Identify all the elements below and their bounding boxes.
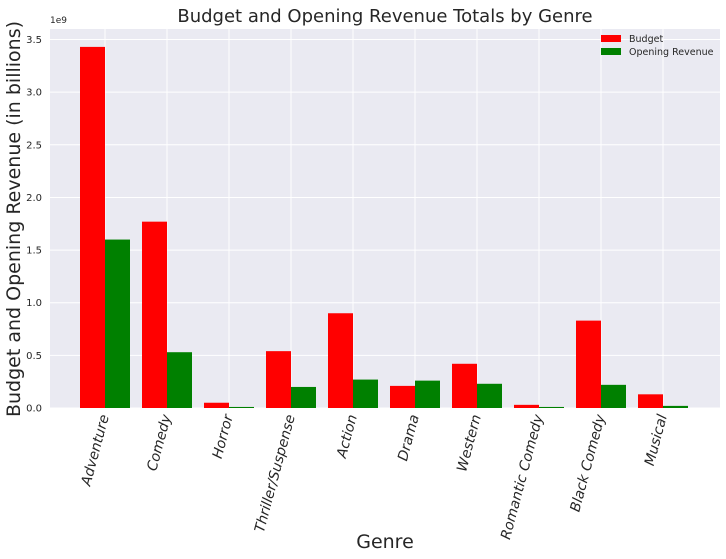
bar-budget	[266, 351, 291, 408]
legend-swatch-budget	[601, 35, 621, 42]
legend: Budget Opening Revenue	[601, 34, 714, 58]
y-tick-label: 2.0	[26, 193, 42, 204]
y-axis-ticks: 0.0 0.5 1.0 1.5 2.0 2.5 3.0 3.5	[26, 35, 42, 414]
bar-opening-revenue	[353, 379, 378, 408]
bar-budget	[514, 404, 539, 408]
legend-label-opening-revenue: Opening Revenue	[629, 47, 714, 58]
x-tick-label: Drama	[395, 413, 423, 463]
y-tick-label: 2.5	[26, 140, 42, 151]
x-tick-label: Action	[334, 413, 361, 461]
x-tick-label: Black Comedy	[568, 412, 610, 514]
legend-swatch-opening-revenue	[601, 48, 621, 55]
x-tick-label: Musical	[642, 413, 671, 468]
bar-opening-revenue	[415, 380, 440, 408]
x-tick-label: Western	[454, 413, 485, 474]
x-tick-label: Adventure	[78, 413, 113, 489]
y-tick-label: 3.0	[26, 88, 42, 99]
x-tick-label: Horror	[210, 412, 237, 461]
y-tick-label: 0.0	[26, 404, 42, 415]
legend-label-budget: Budget	[629, 34, 663, 45]
bar-opening-revenue	[167, 352, 192, 408]
y-offset-label: 1e9	[50, 16, 67, 26]
x-axis-label: Genre	[356, 531, 414, 553]
bar-budget	[390, 385, 415, 408]
y-axis-label: Budget and Opening Revenue (in billions)	[3, 21, 25, 417]
bar-opening-revenue	[539, 406, 564, 408]
x-tick-label: Thriller/Suspense	[252, 413, 299, 534]
bar-budget	[204, 402, 229, 408]
y-tick-label: 0.5	[26, 351, 42, 362]
bar-opening-revenue	[291, 386, 316, 408]
x-tick-label: Comedy	[144, 412, 175, 473]
bar-opening-revenue	[477, 383, 502, 408]
bar-opening-revenue	[229, 406, 254, 408]
bar-budget	[452, 363, 477, 408]
y-tick-label: 3.5	[26, 35, 42, 46]
bars	[80, 46, 688, 409]
y-tick-label: 1.0	[26, 298, 42, 309]
x-tick-label: Romantic Comedy	[498, 412, 547, 541]
bar-opening-revenue	[601, 384, 626, 408]
chart-title: Budget and Opening Revenue Totals by Gen…	[177, 6, 592, 27]
bar-budget	[328, 313, 353, 408]
bar-opening-revenue	[105, 239, 130, 408]
bar-budget	[80, 46, 105, 409]
bar-opening-revenue	[663, 405, 688, 408]
bar-budget	[638, 394, 663, 408]
bar-budget	[142, 221, 167, 408]
y-tick-label: 1.5	[26, 246, 42, 257]
x-axis-ticks: Adventure Comedy Horror Thriller/Suspense Ac…	[78, 412, 671, 542]
bar-budget	[576, 320, 601, 408]
